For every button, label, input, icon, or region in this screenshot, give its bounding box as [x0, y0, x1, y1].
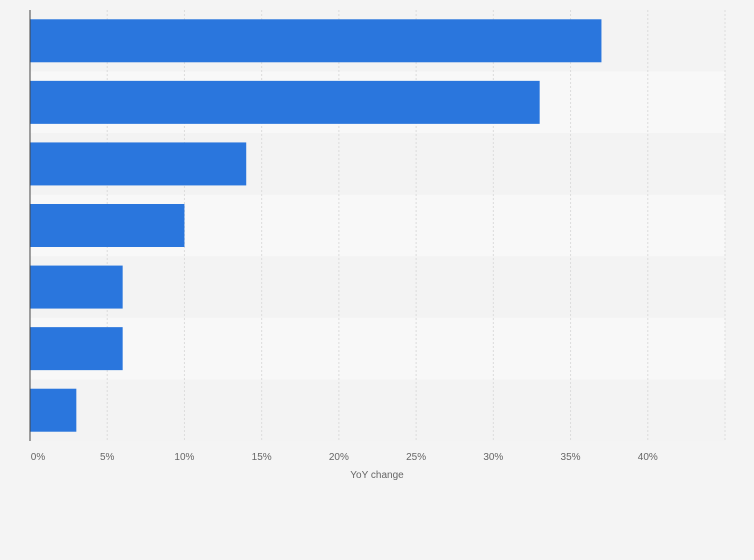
x-axis-title: YoY change — [350, 470, 404, 481]
x-tick-label: 10% — [174, 452, 194, 463]
x-tick-label: 0% — [31, 452, 46, 463]
row-band — [30, 256, 725, 318]
x-tick-label: 20% — [329, 452, 349, 463]
x-tick-label: 30% — [483, 452, 503, 463]
bar — [30, 388, 77, 432]
bar — [30, 327, 123, 371]
x-tick-label: 35% — [561, 452, 581, 463]
bar — [30, 204, 185, 247]
bar — [30, 142, 247, 186]
bar — [30, 19, 602, 63]
bar — [30, 80, 540, 124]
x-tick-labels: 0% 5% 10% 15% 20% 25% 30% 35% 40% — [31, 452, 658, 463]
bar — [30, 265, 123, 309]
row-bands — [30, 10, 725, 441]
bars — [30, 19, 602, 432]
row-band — [30, 379, 725, 441]
x-tick-label: 25% — [406, 452, 426, 463]
x-tick-label: 40% — [638, 452, 658, 463]
row-band — [30, 317, 725, 380]
x-tick-label: 15% — [252, 452, 272, 463]
x-tick-label: 5% — [100, 452, 115, 463]
